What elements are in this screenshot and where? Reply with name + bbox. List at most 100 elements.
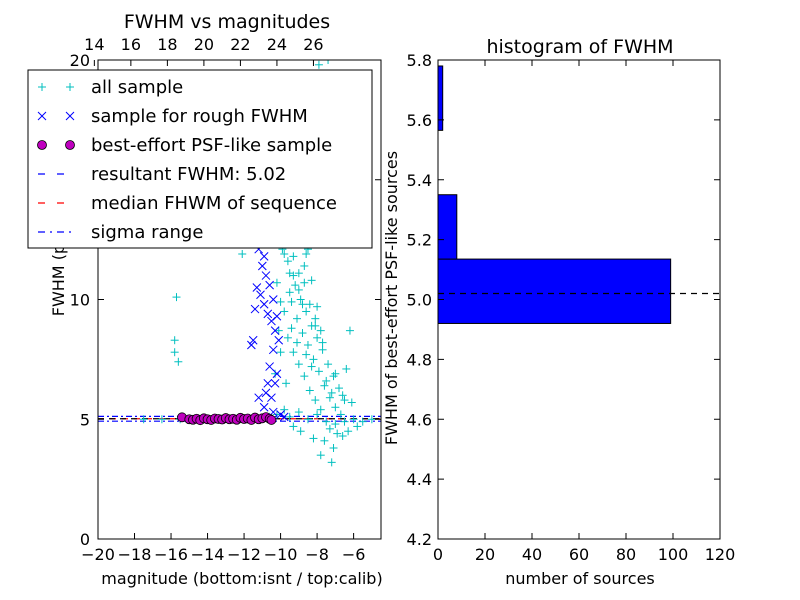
- legend-label: all sample: [91, 77, 183, 98]
- data-point: [172, 293, 181, 302]
- data-point: [256, 290, 265, 300]
- right-y-tick-label: 5.4: [407, 171, 432, 190]
- data-point: [345, 326, 354, 335]
- data-point: [344, 427, 353, 436]
- data-point: [313, 302, 322, 311]
- left-x-tick-label: −16: [154, 545, 188, 564]
- data-point: [302, 307, 311, 316]
- right-y-tick-label: 4.8: [407, 350, 432, 369]
- legend-entry: sample for rough FWHM: [37, 106, 308, 127]
- data-point: [259, 252, 269, 261]
- left-top-x-tick-label: 24: [267, 35, 287, 54]
- legend-entry: sigma range: [38, 222, 203, 243]
- data-point: [257, 261, 267, 271]
- data-point: [302, 350, 311, 359]
- left-y-tick-label: 10: [70, 291, 90, 310]
- legend-entry: median FHWM of sequence: [38, 193, 337, 214]
- data-point: [293, 314, 302, 323]
- right-x-tick-label: 120: [705, 545, 736, 564]
- left-x-tick-label: −8: [305, 545, 329, 564]
- left-x-tick-label: −14: [191, 545, 225, 564]
- series-x: [247, 235, 289, 422]
- data-point: [324, 60, 333, 64]
- left-y-tick-label: 5: [80, 410, 90, 429]
- data-point: [300, 372, 309, 381]
- data-point: [274, 335, 284, 345]
- legend-marker: [65, 140, 75, 150]
- legend-entry: resultant FWHM: 5.02: [38, 164, 286, 185]
- left-scatter-panel: FWHM vs magnitudes 14 16 18 20 22 24 26 −20 −18…: [27, 11, 383, 588]
- data-point: [331, 369, 340, 378]
- left-chart-title: FWHM vs magnitudes: [124, 11, 330, 33]
- right-chart-title: histogram of FWHM: [486, 36, 673, 58]
- left-x-tick-label: −20: [81, 545, 115, 564]
- right-axis-ticks: 0 20 40 60 80 100 120 4.2 4.4 4.6 4.8 5.0 5.2 5.4 5.6 5…: [407, 51, 736, 564]
- data-point: [298, 300, 307, 309]
- data-point: [296, 295, 305, 304]
- right-y-tick-label: 4.6: [407, 410, 432, 429]
- data-point: [272, 278, 281, 287]
- data-point: [322, 376, 331, 385]
- data-point: [331, 420, 340, 429]
- legend-label: sample for rough FWHM: [91, 106, 308, 127]
- data-point: [276, 410, 285, 419]
- data-point: [327, 388, 336, 397]
- data-point: [329, 443, 338, 452]
- right-y-tick-label: 5.6: [407, 111, 432, 130]
- data-point: [276, 297, 285, 306]
- data-point: [294, 285, 303, 294]
- data-point: [311, 321, 320, 330]
- data-point: [261, 271, 271, 280]
- data-point: [320, 381, 329, 390]
- data-point: [336, 410, 345, 419]
- data-point: [263, 309, 273, 319]
- data-point: [238, 249, 247, 258]
- data-point: [271, 369, 280, 378]
- data-point: [254, 393, 264, 403]
- data-point: [259, 402, 269, 412]
- left-top-tick-labels: 14 16 18 20 22 24 26: [84, 35, 323, 54]
- data-point: [170, 336, 179, 345]
- data-point: [316, 405, 325, 414]
- data-point: [307, 276, 316, 285]
- series-circle: [177, 412, 277, 426]
- data-point: [314, 60, 323, 69]
- data-point: [303, 415, 312, 424]
- data-point: [305, 386, 314, 395]
- legend-marker: [65, 111, 75, 121]
- legend-label: sigma range: [91, 222, 203, 243]
- histogram-bar: [438, 258, 672, 324]
- legend-label: resultant FWHM: 5.02: [91, 164, 286, 185]
- legend-entry: all sample: [38, 77, 183, 98]
- data-point: [287, 297, 296, 306]
- histogram-bar: [438, 65, 444, 131]
- legend-marker: [38, 83, 46, 91]
- data-point: [289, 422, 298, 431]
- data-point: [268, 345, 278, 355]
- right-x-tick-label: 60: [569, 545, 589, 564]
- data-point: [280, 307, 289, 316]
- data-point: [349, 415, 358, 424]
- legend-label: median FHWM of sequence: [91, 193, 337, 214]
- data-point: [276, 348, 285, 357]
- data-point: [279, 412, 289, 422]
- data-point: [309, 355, 318, 364]
- data-point: [327, 458, 336, 467]
- data-point: [274, 326, 283, 335]
- data-point: [333, 429, 342, 438]
- data-point: [139, 415, 148, 424]
- left-x-tick-label: −12: [227, 545, 261, 564]
- data-point: [289, 271, 298, 280]
- data-point: [300, 278, 309, 287]
- data-point: [157, 415, 166, 424]
- data-point: [291, 281, 300, 290]
- data-point: [287, 324, 296, 333]
- legend-marker: [66, 83, 74, 91]
- right-x-tick-label: 20: [475, 545, 495, 564]
- data-point: [289, 252, 298, 261]
- right-y-tick-label: 4.2: [407, 530, 432, 549]
- data-point: [313, 410, 322, 419]
- data-point: [294, 408, 303, 417]
- data-point: [266, 415, 277, 425]
- data-point: [331, 403, 340, 412]
